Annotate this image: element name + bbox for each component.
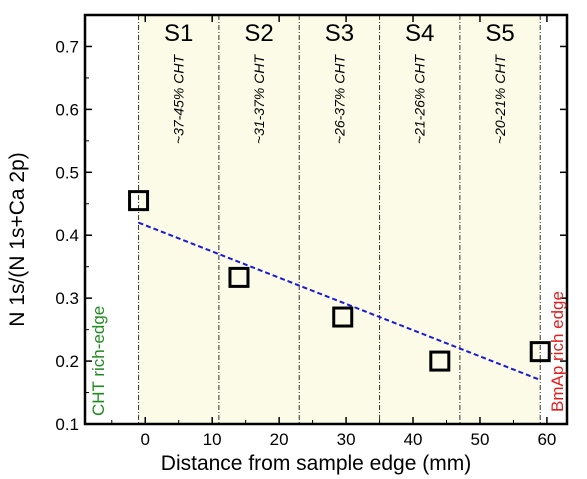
data-point-4 [429,350,451,372]
x-tick-label: 50 [471,430,490,449]
data-point-1 [128,190,150,212]
region-composition-s2: ~31-37% CHT [251,54,267,145]
region-band-s5 [459,15,541,424]
y-tick-label: 0.4 [55,226,79,245]
region-composition-s5: ~20-21% CHT [492,54,508,145]
region-label-s4: S4 [405,20,434,47]
region-band-s2 [218,15,300,424]
y-tick-label: 0.6 [55,100,79,119]
y-tick-label: 0.1 [55,415,79,434]
data-point-3 [332,306,354,328]
x-tick-label: 0 [141,430,150,449]
region-composition-s4: ~21-26% CHT [412,54,428,145]
axis-ticks: 0 10 20 30 40 50 60 0.1 0.2 0.3 0.4 0.5 0.6 0.7 [55,14,567,449]
y-tick-label: 0.3 [55,289,79,308]
y-axis-title: N 1s/(N 1s+Ca 2p) [6,152,29,326]
x-tick-label: 30 [337,430,356,449]
region-label-s5: S5 [485,20,514,47]
right-edge-label: BmAp rich edge [548,291,567,412]
left-edge-label: CHT rich-edge [89,306,108,416]
data-point-5 [529,341,551,363]
data-points [128,190,551,372]
x-tick-label: 60 [537,430,556,449]
region-label-s3: S3 [325,20,354,47]
x-tick-label: 10 [203,430,222,449]
region-band-s1 [138,15,219,424]
region-composition-s3: ~26-37% CHT [331,54,347,145]
plot-frame [83,13,569,426]
y-tick-label: 0.5 [55,163,79,182]
x-axis-title: Distance from sample edge (mm) [161,452,471,475]
region-band-s4 [379,15,460,424]
composition-regions: S1 ~37-45% CHT S2 ~31-37% CHT S3 ~26-37% CHT S… [138,15,541,424]
region-band-s3 [299,15,380,424]
region-label-s2: S2 [244,20,273,47]
x-tick-label: 40 [404,430,423,449]
data-point-2 [228,266,250,288]
y-tick-label: 0.2 [55,352,79,371]
region-label-s1: S1 [164,20,193,47]
region-composition-s1: ~37-45% CHT [171,54,187,145]
y-tick-label: 0.7 [55,37,79,56]
x-tick-label: 20 [270,430,289,449]
